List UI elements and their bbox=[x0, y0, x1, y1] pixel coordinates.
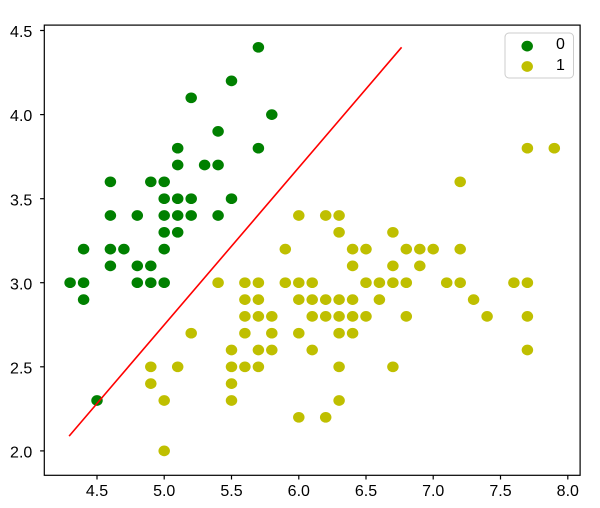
svg-text:4.0: 4.0 bbox=[10, 108, 32, 125]
svg-text:1: 1 bbox=[556, 57, 565, 74]
svg-text:2.5: 2.5 bbox=[10, 360, 32, 377]
svg-text:2.0: 2.0 bbox=[10, 445, 32, 462]
svg-text:6.0: 6.0 bbox=[288, 483, 310, 500]
svg-text:8.0: 8.0 bbox=[557, 483, 579, 500]
svg-text:6.5: 6.5 bbox=[355, 483, 377, 500]
svg-text:3.0: 3.0 bbox=[10, 276, 32, 293]
svg-text:4.5: 4.5 bbox=[86, 483, 108, 500]
svg-text:5.5: 5.5 bbox=[220, 483, 242, 500]
svg-text:3.5: 3.5 bbox=[10, 192, 32, 209]
svg-text:7.0: 7.0 bbox=[422, 483, 444, 500]
svg-text:4.5: 4.5 bbox=[10, 24, 32, 41]
svg-text:5.0: 5.0 bbox=[153, 483, 175, 500]
svg-text:0: 0 bbox=[556, 36, 565, 53]
svg-text:7.5: 7.5 bbox=[489, 483, 511, 500]
